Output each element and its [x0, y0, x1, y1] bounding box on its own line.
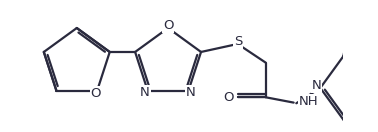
- Text: NH: NH: [299, 95, 319, 108]
- Text: N: N: [186, 86, 196, 98]
- Text: S: S: [234, 36, 243, 48]
- Text: O: O: [223, 91, 234, 104]
- Text: N: N: [140, 86, 150, 98]
- Text: N: N: [311, 79, 321, 92]
- Text: O: O: [163, 19, 174, 32]
- Text: O: O: [91, 87, 101, 100]
